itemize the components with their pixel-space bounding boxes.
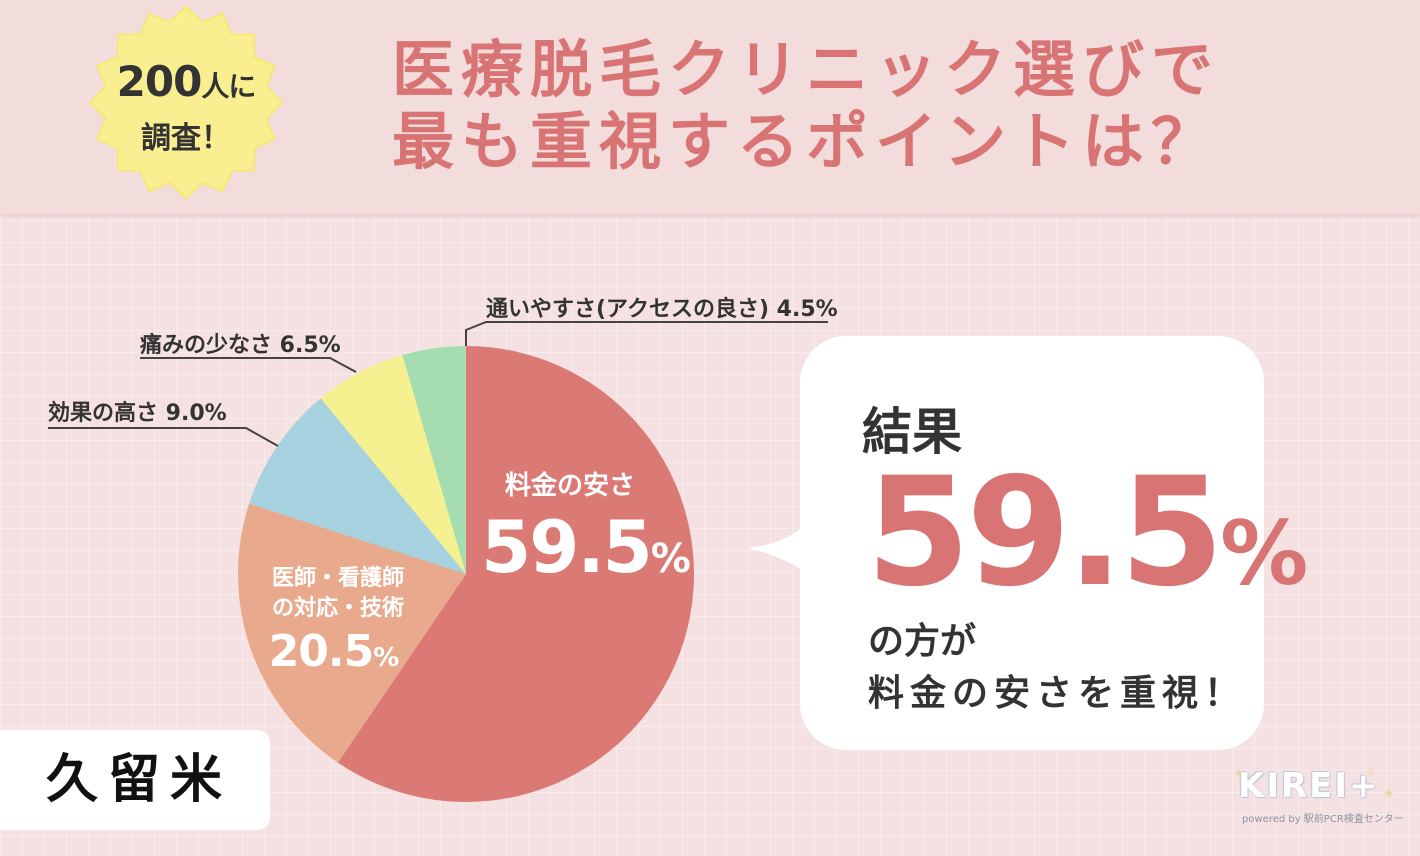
logo-name: KIREI+ xyxy=(1238,766,1380,806)
sparkle-icon: ✦ xyxy=(1232,764,1246,783)
pie-slice-staff xyxy=(237,503,466,763)
logo-subtitle: powered by 駅前PCR検査センター xyxy=(1242,814,1404,825)
callout-line-pain xyxy=(140,357,357,373)
callout-label-effect: 効果の高さ 9.0% xyxy=(48,400,227,426)
pie-slices xyxy=(237,346,695,802)
city-label: 久留米 xyxy=(0,730,270,830)
sparkle-icon: ✧ xyxy=(1364,762,1378,781)
pie-slice-pain xyxy=(320,355,466,574)
result-percent-sign: % xyxy=(1220,502,1309,605)
result-text-line-2: 料金の安さを重視！ xyxy=(868,673,1247,714)
header: 200人に 調査！ 医療脱毛クリニック選びで 最も重視するポイントは？ xyxy=(0,0,1420,214)
callout-line-effect xyxy=(48,427,279,447)
pie-chart: 通いやすさ(アクセスの良さ) 4.5% 痛みの少なさ 6.5% 効果の高さ 9.… xyxy=(48,296,838,802)
slice-value-price-number: 59.5 xyxy=(481,505,651,589)
slice-value-staff: 20.5% xyxy=(269,626,400,677)
badge-count: 200 xyxy=(116,57,203,106)
slice-value-staff-number: 20.5 xyxy=(269,626,374,677)
result-value: 59.5% xyxy=(866,458,1308,629)
callout-line-access xyxy=(465,321,828,346)
bubble-tail xyxy=(748,520,810,576)
result-text-line-1: の方が xyxy=(868,621,977,662)
slice-value-staff-percent: % xyxy=(373,643,399,673)
pie-slice-effect xyxy=(249,398,466,574)
result-label: 結果 xyxy=(862,403,962,461)
title-line-2: 最も重視するポイントは？ xyxy=(392,105,1221,178)
result-value-number: 59.5 xyxy=(866,446,1224,620)
slice-value-price-percent: % xyxy=(651,536,691,582)
pie-slice-access xyxy=(402,346,466,574)
page-title: 医療脱毛クリニック選びで 最も重視するポイントは？ xyxy=(392,34,1392,178)
survey-badge: 200人に 調査！ xyxy=(87,5,285,200)
sparkle-icon: ✦ xyxy=(1382,784,1396,803)
badge-count-suffix: 人に xyxy=(201,70,256,103)
badge-survey-text: 調査！ xyxy=(141,121,231,156)
callout-label-access: 通いやすさ(アクセスの良さ) 4.5% xyxy=(486,296,838,322)
slice-label-staff-line1: 医師・看護師 xyxy=(272,565,404,591)
kirei-logo: ✦ ✦ ✧ KIREI+ powered by 駅前PCR検査センター xyxy=(1232,762,1404,830)
slice-value-price: 59.5% xyxy=(481,505,691,589)
title-line-1: 医療脱毛クリニック選びで xyxy=(392,33,1221,106)
badge-count-line: 200人に xyxy=(87,57,285,106)
badge-burst-shape xyxy=(88,5,284,200)
slice-label-price: 料金の安さ xyxy=(505,470,635,501)
callout-label-pain: 痛みの少なさ 6.5% xyxy=(140,332,341,358)
result-bubble xyxy=(800,336,1264,750)
pie-slice-price xyxy=(337,346,695,802)
slice-label-staff-line2: の対応・技術 xyxy=(272,595,404,621)
